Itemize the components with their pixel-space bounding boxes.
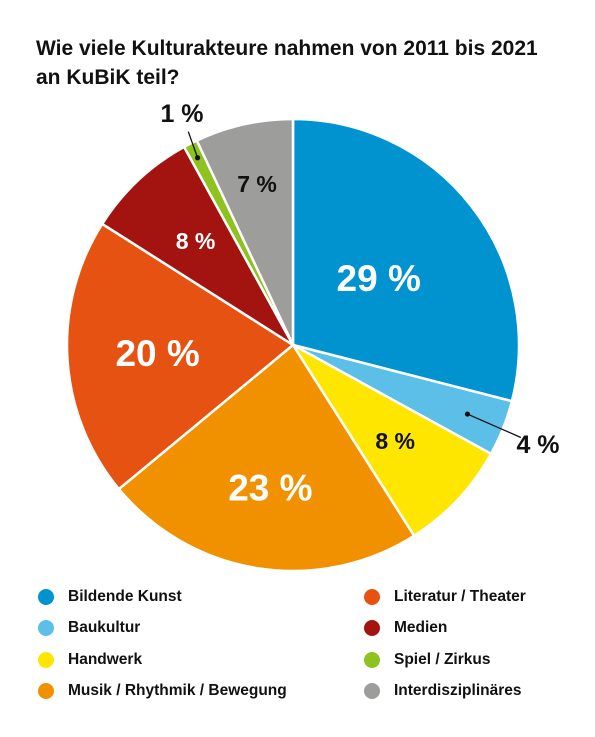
pie-slice-interdisziplinäres — [195, 117, 295, 347]
pie-slice-bildende-kunst — [291, 117, 521, 403]
data-label-spiel-zirkus: 1 % — [160, 100, 203, 128]
pie-slice-literatur-theater — [65, 222, 295, 491]
data-label-literatur-theater: 20 % — [115, 333, 199, 374]
data-label-handwerk: 8 % — [375, 428, 415, 454]
leader-line-spiel-zirkus — [187, 131, 199, 158]
chart-title: Wie viele Kulturakteure nahmen von 2011 … — [36, 37, 538, 89]
data-label-interdisziplinäres: 7 % — [237, 171, 277, 197]
leader-line-baukultur — [467, 413, 522, 439]
data-label-medien: 8 % — [176, 228, 216, 254]
pie-slice-musik-rhythmik-bewegung — [117, 343, 416, 573]
data-label-bildende-kunst: 29 % — [337, 258, 421, 299]
pie-slice-medien — [100, 145, 295, 347]
data-label-musik-rhythmik-bewegung: 23 % — [228, 467, 312, 508]
data-label-baukultur: 4 % — [516, 431, 559, 459]
pie-slice-handwerk — [291, 343, 493, 538]
